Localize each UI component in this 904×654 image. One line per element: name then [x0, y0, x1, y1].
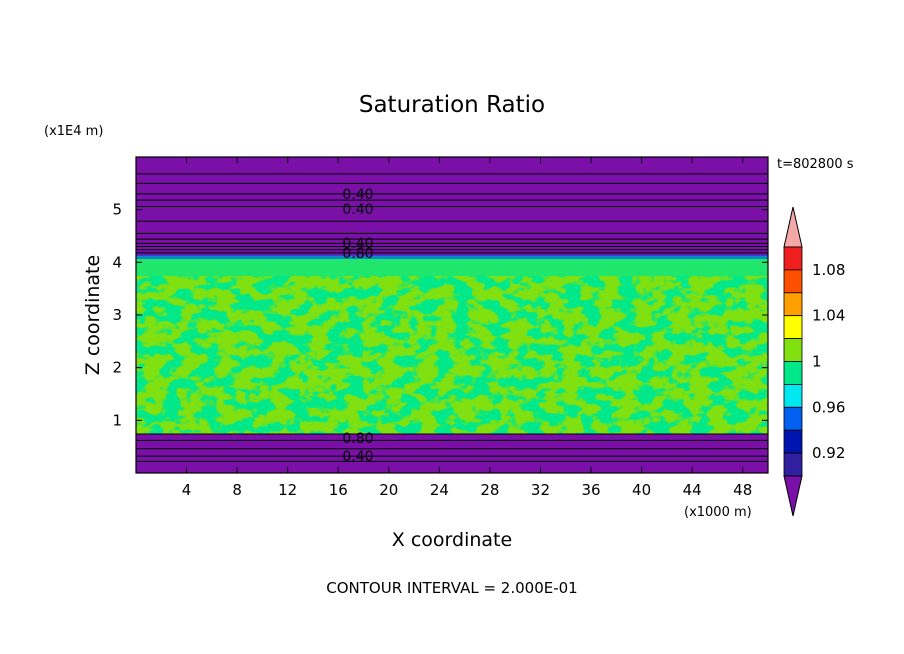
- plot-area: [136, 157, 768, 473]
- colorbar: 0.92 0.96 1 1.04 1.08: [783, 206, 845, 517]
- y-tick-label: 4: [112, 253, 122, 271]
- y-axis-label: Z coordinate: [82, 255, 104, 375]
- contour-label: 0.80: [342, 431, 373, 447]
- x-tick-label: 4: [182, 481, 192, 499]
- colorbar-box: [783, 269, 803, 294]
- colorbar-box: [783, 452, 803, 477]
- y-tick-label: 1: [112, 411, 122, 429]
- colorbar-tick-label: 0.92: [812, 444, 845, 462]
- colorbar-tick-label: 1.04: [812, 307, 845, 325]
- x-tick-label: 32: [531, 481, 550, 499]
- x-unit-label: (x1000 m): [684, 505, 752, 520]
- y-tick-label: 5: [112, 201, 122, 219]
- colorbar-top-triangle: [783, 206, 803, 248]
- region-cloud-top-band: [136, 256, 768, 276]
- x-tick-label: 12: [278, 481, 297, 499]
- x-tick-label: 16: [329, 481, 348, 499]
- chart-title: Saturation Ratio: [359, 92, 545, 118]
- colorbar-box: [783, 315, 803, 340]
- colorbar-box: [783, 383, 803, 408]
- region-cloud-texture: [136, 276, 768, 434]
- x-tick-label: 20: [379, 481, 398, 499]
- colorbar-tick-label: 1: [812, 353, 822, 371]
- contour-label: 0.40: [342, 236, 373, 252]
- time-label: t=802800 s: [777, 157, 854, 172]
- colorbar-box: [783, 429, 803, 454]
- colorbar-box: [783, 246, 803, 271]
- colorbar-tick-label: 1.08: [812, 261, 845, 279]
- x-axis: 4 8 12 16 20 24 28 32 36 40 44 48: [182, 157, 752, 499]
- contour-interval-footer: CONTOUR INTERVAL = 2.000E-01: [326, 579, 577, 597]
- cloud-top-edge: [136, 255, 768, 259]
- contour-label: 0.40: [342, 187, 373, 203]
- colorbar-box: [783, 338, 803, 362]
- x-tick-label: 40: [632, 481, 651, 499]
- y-axis: 1 2 3 4 5: [112, 201, 768, 429]
- colorbar-box: [783, 292, 803, 317]
- contour-label: 0.40: [342, 449, 373, 465]
- contour-labels: 0.40 0.40 0.40 0.80 0.80 0.40: [342, 187, 373, 465]
- x-tick-label: 48: [733, 481, 752, 499]
- contour-label: 0.40: [342, 202, 373, 218]
- x-tick-label: 36: [581, 481, 600, 499]
- x-tick-label: 24: [430, 481, 449, 499]
- colorbar-bottom-triangle: [783, 475, 803, 517]
- colorbar-box: [783, 406, 803, 431]
- x-tick-label: 28: [480, 481, 499, 499]
- x-tick-label: 8: [232, 481, 242, 499]
- colorbar-tick-label: 0.96: [812, 398, 845, 416]
- y-tick-label: 3: [112, 306, 122, 324]
- contour-label: 0.80: [342, 246, 373, 262]
- y-unit-label: (x1E4 m): [44, 124, 103, 139]
- contour-lines: [136, 173, 768, 462]
- x-axis-label: X coordinate: [392, 529, 512, 551]
- x-tick-label: 44: [683, 481, 702, 499]
- colorbar-box: [783, 361, 803, 385]
- y-tick-label: 2: [112, 359, 122, 377]
